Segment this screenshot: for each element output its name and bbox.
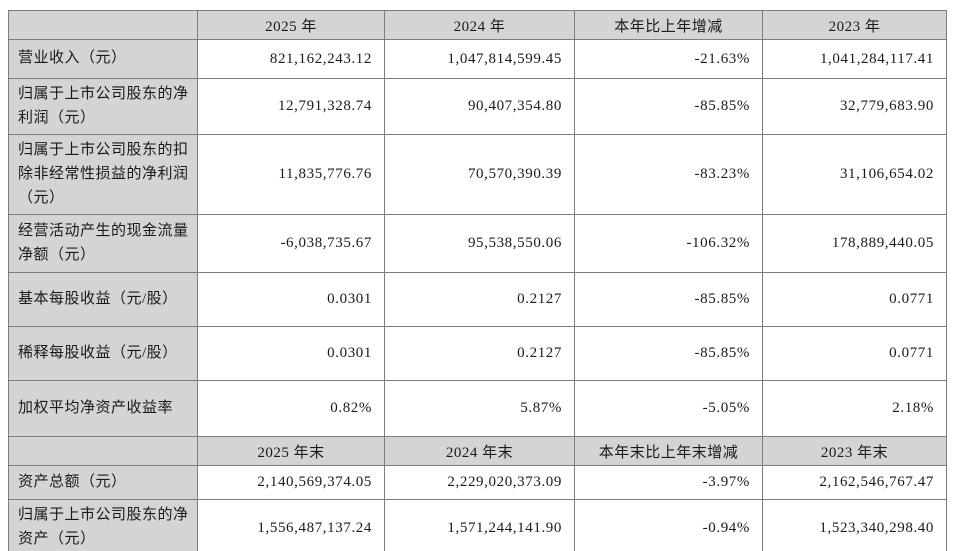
header-cell-yearend-change: 本年末比上年末增减 [574,436,763,467]
table-row-basic-eps: 基本每股收益（元/股） 0.0301 0.2127 -85.85% 0.0771 [8,272,947,328]
value-cell-2025: 2,140,569,374.05 [197,465,385,501]
header-cell-blank [8,10,198,40]
row-label: 基本每股收益（元/股） [8,272,198,328]
table-row-total-assets: 资产总额（元） 2,140,569,374.05 2,229,020,373.0… [8,465,947,501]
table-row-diluted-eps: 稀释每股收益（元/股） 0.0301 0.2127 -85.85% 0.0771 [8,326,947,382]
value-cell-2025: 1,556,487,137.24 [197,499,385,551]
header-cell-yoy-change: 本年比上年增减 [574,10,763,40]
header-row-year-end: 2025 年末 2024 年末 本年末比上年末增减 2023 年末 [8,436,947,467]
header-cell-2025: 2025 年 [197,10,385,40]
table-row-net-profit: 归属于上市公司股东的净利润（元） 12,791,328.74 90,407,35… [8,77,947,136]
value-cell-2024: 0.2127 [384,326,575,382]
header-cell-2024-end: 2024 年末 [384,436,575,467]
value-cell-2025: 11,835,776.76 [197,134,385,216]
value-cell-2024: 0.2127 [384,272,575,328]
value-cell-2024: 1,571,244,141.90 [384,499,575,551]
value-cell-yoy-change: -85.85% [574,77,763,136]
value-cell-2023: 32,779,683.90 [762,77,947,136]
row-label: 经营活动产生的现金流量净额（元） [8,214,198,274]
value-cell-2023: 31,106,654.02 [762,134,947,216]
row-label: 归属于上市公司股东的净利润（元） [8,77,198,136]
value-cell-2025: 0.0301 [197,272,385,328]
row-label: 归属于上市公司股东的净资产（元） [8,499,198,551]
row-label: 营业收入（元） [8,39,198,79]
value-cell-yearend-change: -0.94% [574,499,763,551]
header-cell-2025-end: 2025 年末 [197,436,385,467]
header-cell-2024: 2024 年 [384,10,575,40]
value-cell-2023: 0.0771 [762,326,947,382]
value-cell-2023: 1,523,340,298.40 [762,499,947,551]
table-row-net-profit-excl-nonrecurring: 归属于上市公司股东的扣除非经常性损益的净利润（元） 11,835,776.76 … [8,134,947,216]
value-cell-yearend-change: -3.97% [574,465,763,501]
value-cell-2024: 70,570,390.39 [384,134,575,216]
value-cell-yoy-change: -21.63% [574,39,763,79]
value-cell-yoy-change: -83.23% [574,134,763,216]
value-cell-2025: -6,038,735.67 [197,214,385,274]
value-cell-2025: 0.82% [197,380,385,438]
header-cell-2023: 2023 年 [762,10,947,40]
header-cell-blank [8,436,198,467]
row-label: 加权平均净资产收益率 [8,380,198,438]
value-cell-yoy-change: -85.85% [574,326,763,382]
value-cell-yoy-change: -106.32% [574,214,763,274]
value-cell-2023: 2.18% [762,380,947,438]
financial-summary-table: 2025 年 2024 年 本年比上年增减 2023 年 营业收入（元） 821… [8,10,947,551]
value-cell-2023: 2,162,546,767.47 [762,465,947,501]
header-row-annual: 2025 年 2024 年 本年比上年增减 2023 年 [8,10,947,40]
table-row-operating-cash-flow: 经营活动产生的现金流量净额（元） -6,038,735.67 95,538,55… [8,214,947,274]
value-cell-yoy-change: -5.05% [574,380,763,438]
row-label: 资产总额（元） [8,465,198,501]
value-cell-2025: 0.0301 [197,326,385,382]
value-cell-2024: 1,047,814,599.45 [384,39,575,79]
value-cell-2023: 178,889,440.05 [762,214,947,274]
row-label: 稀释每股收益（元/股） [8,326,198,382]
value-cell-yoy-change: -85.85% [574,272,763,328]
table-row-weighted-avg-roe: 加权平均净资产收益率 0.82% 5.87% -5.05% 2.18% [8,380,947,438]
row-label: 归属于上市公司股东的扣除非经常性损益的净利润（元） [8,134,198,216]
value-cell-2025: 821,162,243.12 [197,39,385,79]
value-cell-2025: 12,791,328.74 [197,77,385,136]
table-row-net-assets: 归属于上市公司股东的净资产（元） 1,556,487,137.24 1,571,… [8,499,947,551]
value-cell-2024: 95,538,550.06 [384,214,575,274]
value-cell-2024: 5.87% [384,380,575,438]
value-cell-2024: 2,229,020,373.09 [384,465,575,501]
value-cell-2023: 1,041,284,117.41 [762,39,947,79]
table-row-operating-revenue: 营业收入（元） 821,162,243.12 1,047,814,599.45 … [8,39,947,79]
value-cell-2024: 90,407,354.80 [384,77,575,136]
value-cell-2023: 0.0771 [762,272,947,328]
header-cell-2023-end: 2023 年末 [762,436,947,467]
